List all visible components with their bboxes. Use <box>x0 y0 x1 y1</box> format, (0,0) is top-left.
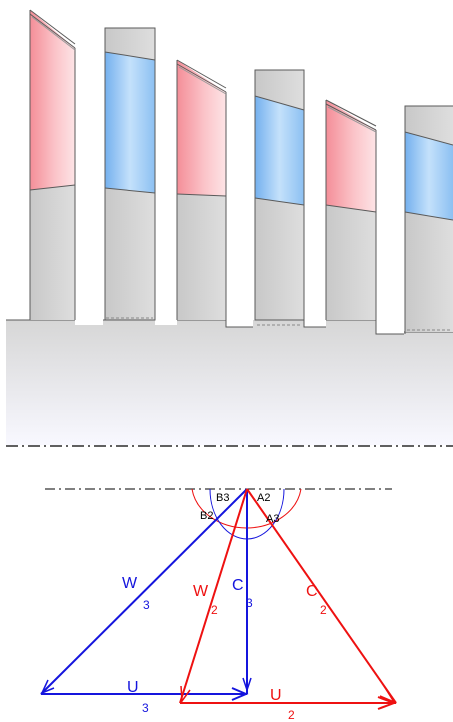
label-w3-sub: 3 <box>143 598 150 612</box>
velocity-triangles: B3 A2 B2 A3 W 3 W 2 C 3 C 2 U 3 U 2 <box>40 488 397 722</box>
label-u3-main: U <box>127 679 139 696</box>
hub-seal-marks <box>106 317 451 331</box>
meridional-section <box>6 9 453 447</box>
label-u2-main: U <box>270 687 282 704</box>
label-u2-sub: 2 <box>288 708 295 722</box>
stator-blade-2 <box>254 69 305 321</box>
c2-vector <box>246 488 397 704</box>
angle-label-a2: A2 <box>257 492 270 504</box>
angle-label-b3: B3 <box>216 492 229 504</box>
rotor-blade-2 <box>176 59 227 320</box>
rotor-blade-1 <box>29 9 76 320</box>
w2-vector <box>179 488 248 704</box>
label-c2: C 2 <box>306 583 327 617</box>
label-w2-main: W <box>193 583 209 600</box>
label-u2: U 2 <box>270 687 295 722</box>
angle-label-b2: B2 <box>200 510 213 522</box>
label-w3: W 3 <box>122 575 150 612</box>
label-u3: U 3 <box>127 679 149 715</box>
hub-body <box>6 320 453 445</box>
w3-vector <box>40 488 248 695</box>
angle-label-a3: A3 <box>266 513 279 525</box>
velocity-triangle-3 <box>40 488 252 701</box>
velocity-triangle-2 <box>179 488 397 710</box>
label-c2-sub: 2 <box>320 603 327 617</box>
label-w2: W 2 <box>193 583 218 617</box>
stator-blade-1 <box>104 27 156 321</box>
label-w2-sub: 2 <box>211 603 218 617</box>
label-c3-main: C <box>232 577 244 594</box>
label-c3: C 3 <box>232 577 253 610</box>
stator-blade-3 <box>404 105 453 334</box>
label-c3-sub: 3 <box>246 596 253 610</box>
label-u3-sub: 3 <box>142 701 149 715</box>
rotor-blade-3 <box>325 99 377 334</box>
label-w3-main: W <box>122 575 138 592</box>
label-c2-main: C <box>306 583 318 600</box>
